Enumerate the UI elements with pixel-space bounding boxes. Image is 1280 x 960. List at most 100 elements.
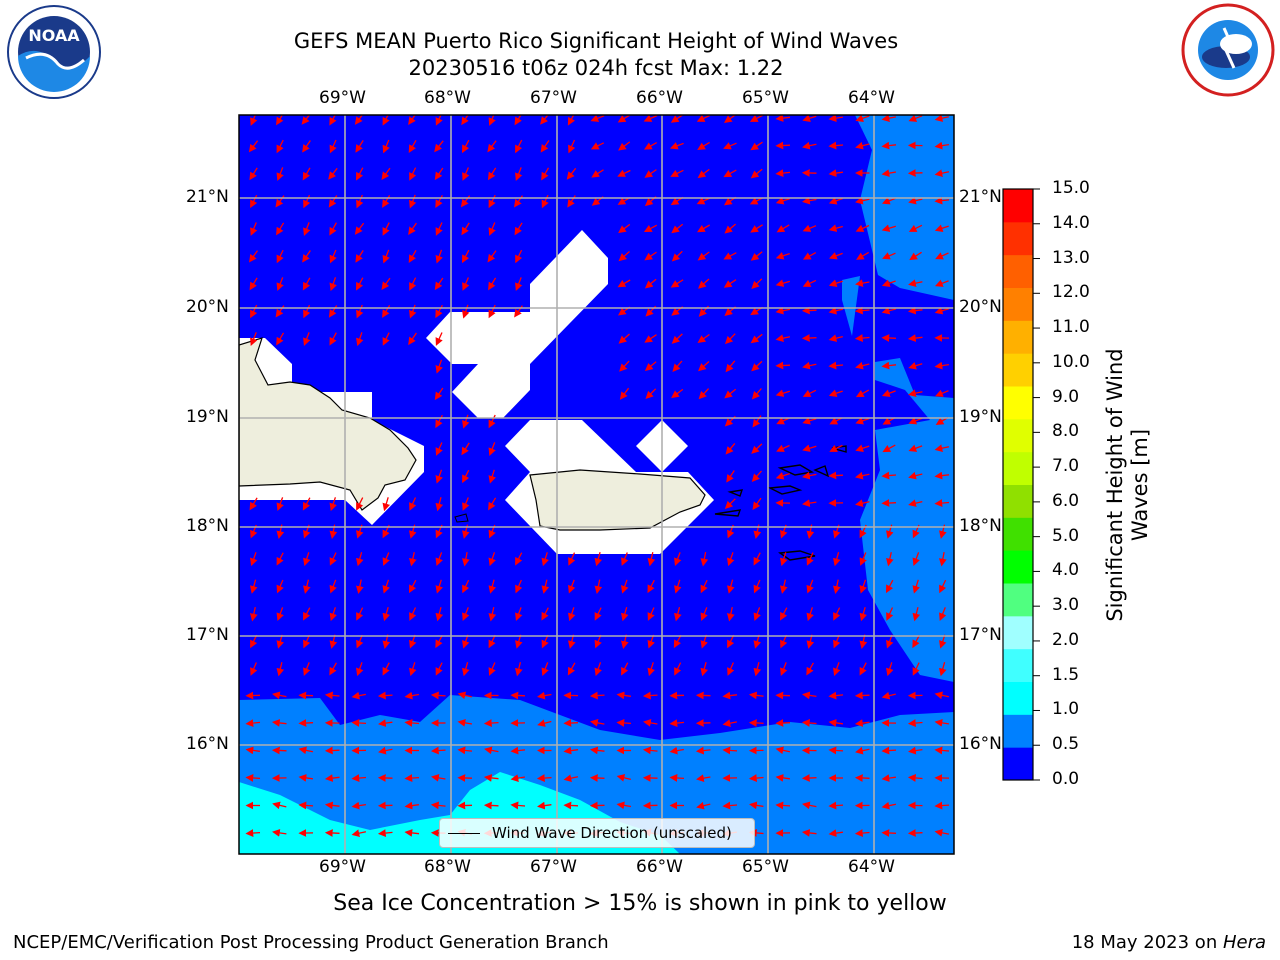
wind-wave-arrow	[382, 552, 390, 566]
wind-wave-arrow	[698, 388, 710, 400]
wind-wave-arrow	[642, 691, 658, 700]
wind-wave-arrow	[673, 634, 682, 649]
lon-tick-bottom-68w: 68°W	[424, 857, 471, 877]
wind-wave-arrow	[669, 774, 685, 782]
wind-wave-arrow	[854, 829, 870, 837]
wind-wave-arrow	[828, 169, 843, 177]
wind-wave-arrow	[245, 774, 261, 782]
wind-wave-arrow	[404, 829, 420, 837]
wind-wave-arrow	[912, 607, 921, 622]
colorbar-overlay	[1003, 189, 1033, 780]
chart-title: GEFS MEAN Puerto Rico Significant Height…	[293, 29, 899, 53]
wind-wave-arrow	[802, 801, 817, 810]
wind-wave-arrow	[355, 277, 364, 291]
wind-wave-arrow	[934, 471, 950, 480]
wind-wave-arrow	[589, 774, 605, 782]
wind-wave-arrow	[855, 444, 870, 452]
wind-wave-arrow	[802, 417, 817, 425]
wind-wave-arrow	[642, 746, 658, 755]
wind-wave-arrow	[854, 719, 870, 727]
wind-wave-arrow	[621, 607, 629, 622]
map-frame	[238, 114, 955, 855]
wind-wave-arrow	[881, 829, 897, 837]
wind-wave-arrow	[621, 552, 629, 566]
wind-wave-arrow	[859, 607, 868, 622]
wind-wave-arrow	[907, 719, 923, 727]
wind-wave-arrow	[725, 360, 736, 373]
wind-wave-arrow	[643, 719, 658, 727]
wind-wave-arrow	[408, 332, 417, 346]
national-weather-service-logo	[1178, 2, 1278, 98]
masked-area-north	[426, 230, 608, 418]
wind-wave-arrow	[855, 389, 870, 398]
wind-wave-arrow	[855, 499, 870, 507]
wind-wave-arrow	[462, 497, 470, 511]
wind-wave-arrow	[908, 224, 923, 232]
lon-tick-top-65w: 65°W	[742, 88, 789, 108]
wind-wave-arrow	[753, 579, 761, 594]
wind-wave-arrow	[382, 579, 390, 594]
wind-wave-arrow	[324, 774, 340, 782]
wind-wave-arrow	[775, 169, 791, 177]
wind-wave-arrow	[302, 497, 311, 511]
wind-wave-arrow	[912, 579, 920, 594]
wind-wave-arrow	[802, 115, 817, 122]
wind-wave-arrow	[328, 195, 338, 208]
wind-wave-arrow	[462, 414, 470, 429]
wind-wave-arrow	[751, 443, 763, 454]
wind-wave-arrow	[356, 634, 364, 649]
wind-wave-arrow	[750, 141, 763, 151]
wind-wave-arrow	[775, 197, 790, 205]
wind-wave-arrow	[354, 115, 364, 125]
wind-wave-arrow	[541, 607, 549, 621]
wind-wave-arrow	[514, 115, 522, 126]
wind-wave-arrow	[749, 801, 764, 810]
ocean-mid-waves-region	[855, 115, 954, 300]
wind-wave-arrow	[833, 552, 841, 567]
wind-wave-arrow	[829, 444, 843, 452]
colorbar	[1003, 188, 1040, 781]
wind-wave-arrow	[935, 389, 949, 397]
wind-wave-arrow	[802, 279, 817, 287]
wind-wave-arrow	[697, 333, 710, 344]
wind-wave-arrow	[643, 224, 658, 233]
wind-wave-arrow	[435, 634, 443, 649]
wind-wave-arrow	[802, 196, 817, 205]
sea-ice-note: Sea Ice Concentration > 15% is shown in …	[333, 891, 947, 916]
wind-wave-arrow	[935, 252, 949, 260]
wind-wave-arrow	[515, 607, 523, 622]
wind-wave-arrow	[484, 746, 499, 755]
wind-wave-arrow	[250, 606, 258, 622]
wind-wave-arrow	[594, 634, 602, 649]
lat-tick-left-18n: 18°N	[186, 516, 229, 536]
wind-wave-arrow	[859, 662, 867, 676]
wind-wave-arrow	[939, 579, 947, 594]
lon-tick-bottom-67w: 67°W	[530, 857, 577, 877]
wind-wave-arrow	[775, 115, 791, 122]
wind-wave-arrow	[461, 442, 470, 456]
wind-wave-arrow	[329, 552, 337, 566]
wind-wave-arrow	[671, 223, 684, 234]
hispaniola-land	[239, 337, 417, 511]
wind-wave-arrow	[934, 224, 949, 232]
wind-wave-arrow	[408, 115, 416, 126]
wind-wave-arrow	[590, 719, 605, 727]
lon-tick-top-64w: 64°W	[848, 88, 895, 108]
wind-wave-arrow	[750, 333, 763, 344]
wind-wave-arrow	[328, 167, 338, 180]
colorbar-tick-label: 4.0	[1052, 560, 1080, 581]
wind-wave-arrow	[249, 167, 258, 181]
wind-wave-arrow	[908, 499, 923, 507]
wind-wave-arrow	[644, 142, 658, 150]
virgin-islands	[714, 445, 847, 561]
wind-wave-arrow	[828, 197, 843, 205]
wind-wave-arrow	[248, 140, 259, 153]
wind-wave-arrow	[697, 224, 711, 233]
wind-wave-arrow	[461, 249, 470, 264]
lon-tick-bottom-69w: 69°W	[319, 857, 366, 877]
lat-tick-right-16n: 16°N	[959, 734, 1002, 754]
colorbar-segment	[1003, 583, 1033, 617]
wind-wave-arrow	[272, 829, 287, 837]
wind-wave-arrow	[802, 361, 817, 370]
wind-wave-arrow	[881, 389, 896, 397]
